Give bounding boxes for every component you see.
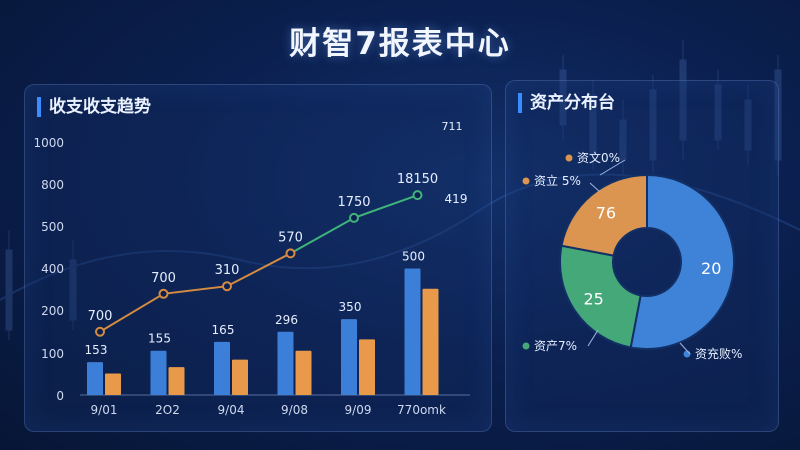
bar-series-2 <box>168 367 185 395</box>
bar-series-1 <box>150 350 167 395</box>
y-tick-label: 0 <box>56 389 64 403</box>
donut-slice-label: 20 <box>701 259 721 278</box>
bar-data-label: 500 <box>402 250 425 264</box>
y-tick-label: 1000 <box>33 136 64 150</box>
bar-data-label: 155 <box>148 332 171 346</box>
legend-dot <box>522 342 530 350</box>
donut-slice-label: 76 <box>596 203 616 222</box>
bar-series-2 <box>295 350 312 395</box>
leader-line <box>587 329 599 347</box>
trend-point-label: 1750 <box>337 195 370 210</box>
trend-point <box>285 248 296 259</box>
trend-point-label: 18150 <box>397 172 438 187</box>
trend-point-label: 700 <box>88 309 113 324</box>
bar-series-1 <box>341 319 357 395</box>
donut-slice <box>629 173 735 350</box>
x-tick-label: 9/09 <box>345 403 372 417</box>
bar-series-2 <box>105 373 121 395</box>
page-title: 财智7报表中心 <box>289 26 511 62</box>
x-tick-label: 9/01 <box>91 403 118 417</box>
leader-line <box>599 159 626 176</box>
legend-dot <box>565 154 573 162</box>
x-tick-label: 9/08 <box>281 403 308 417</box>
x-tick-label: 9/04 <box>218 403 245 417</box>
trend-point-label: 700 <box>151 271 176 286</box>
x-tick-label: 770omk <box>397 403 446 417</box>
legend-dot <box>522 177 530 185</box>
leader-line <box>589 182 601 193</box>
leader-line <box>679 342 691 355</box>
y-tick-label: 400 <box>41 262 64 276</box>
bar-series-1 <box>404 268 421 395</box>
y-tick-label: 500 <box>41 220 64 234</box>
donut-slice <box>559 244 642 349</box>
trend-point <box>412 190 423 201</box>
x-tick-label: 2O2 <box>155 403 180 417</box>
bar-series-2 <box>232 359 248 395</box>
legend-label: 资立 5% <box>534 173 581 188</box>
bar-data-label: 296 <box>275 313 298 327</box>
y-tick-label: 100 <box>41 347 64 361</box>
bar-series-2 <box>422 288 439 395</box>
trend-point <box>158 288 169 299</box>
bar-series-1 <box>87 362 103 395</box>
legend-label: 资文0% <box>577 150 620 165</box>
donut-slice-label: 25 <box>583 289 603 308</box>
bar-data-label: 165 <box>212 323 235 337</box>
trend-extra-label: 711 <box>442 120 463 133</box>
trend-point <box>95 326 105 337</box>
bar-extra-label: 419 <box>445 192 468 206</box>
distribution-panel-title: 资产分布台 <box>518 93 615 113</box>
trend-panel-title: 收支收支趋势 <box>37 97 151 117</box>
trend-point-label: 310 <box>215 263 240 278</box>
bar-data-label: 350 <box>339 300 362 314</box>
bar-series-1 <box>214 341 230 395</box>
bar-data-label: 153 <box>85 343 108 357</box>
y-tick-label: 200 <box>41 304 64 318</box>
legend-label: 资产7% <box>534 339 577 353</box>
trend-point <box>222 281 232 292</box>
legend-label: 资充败% <box>695 346 742 361</box>
y-tick-label: 800 <box>41 178 64 192</box>
bar-series-2 <box>359 339 375 395</box>
donut-slice <box>560 173 648 257</box>
trend-point <box>349 212 359 223</box>
trend-line-orange <box>99 252 291 333</box>
bar-series-1 <box>277 331 294 395</box>
trend-point-label: 570 <box>278 230 303 245</box>
